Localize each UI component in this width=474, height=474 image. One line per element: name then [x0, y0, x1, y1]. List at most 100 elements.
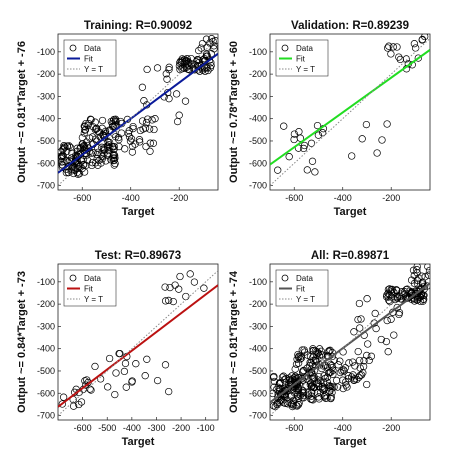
data-point [165, 387, 173, 396]
y-axis-label: Output ~= 0.81*Target + -76 [16, 41, 28, 183]
data-point [358, 135, 366, 143]
data-point [300, 141, 309, 150]
data-point [89, 149, 97, 157]
data-point [413, 269, 421, 277]
data-point [371, 309, 379, 318]
data-point [356, 364, 364, 372]
data-point [407, 276, 416, 284]
data-point [166, 283, 174, 292]
legend-label: Fit [84, 285, 94, 294]
data-point [299, 386, 307, 395]
y-tick-label: -200 [37, 69, 55, 79]
legend-label: Y = T [84, 295, 103, 304]
x-tick-label: -600 [285, 193, 303, 203]
data-point [326, 346, 334, 354]
legend-marker [281, 274, 289, 282]
data-point [127, 135, 136, 143]
data-point [140, 97, 148, 105]
data-point [418, 35, 427, 44]
data-point [279, 372, 288, 380]
data-point [150, 125, 158, 134]
data-point [202, 50, 211, 58]
data-point [408, 288, 416, 296]
data-point [303, 364, 311, 372]
data-point [292, 360, 301, 368]
data-point [81, 126, 90, 134]
data-point [197, 44, 205, 52]
y-tick-label: -200 [249, 69, 267, 79]
data-point [125, 133, 134, 141]
data-point [172, 90, 181, 98]
data-point [323, 394, 331, 402]
data-point [184, 58, 192, 66]
data-point [355, 356, 364, 365]
data-point [384, 348, 392, 356]
x-axis-label: Target [122, 206, 155, 218]
legend-marker [69, 274, 77, 282]
data-point [201, 67, 209, 75]
data-point [122, 383, 130, 391]
data-point [326, 385, 335, 393]
legend-label: Y = T [296, 65, 315, 74]
data-point [350, 375, 359, 383]
data-point [200, 284, 208, 292]
data-point [329, 370, 337, 378]
legend-label: Y = T [84, 65, 103, 74]
data-point [326, 360, 335, 369]
data-point [383, 316, 391, 325]
chart-title: Training: R=0.90092 [84, 20, 192, 32]
y-tick-label: -300 [249, 91, 267, 101]
data-point [383, 120, 391, 128]
y-tick-label: -500 [37, 136, 55, 146]
data-point [327, 394, 335, 403]
x-tick-label: -500 [98, 423, 116, 433]
data-point [141, 124, 150, 132]
data-point [336, 357, 344, 365]
data-point [348, 152, 356, 160]
data-point [86, 115, 95, 123]
data-point [165, 63, 173, 71]
data-point [181, 57, 189, 66]
legend-label: Data [296, 274, 313, 283]
data-point [373, 149, 381, 157]
data-point [345, 359, 353, 367]
data-point [389, 43, 397, 51]
x-tick-label: -200 [172, 423, 190, 433]
data-point [144, 115, 152, 123]
y-tick-label: -700 [249, 411, 267, 421]
y-tick-label: -500 [37, 366, 55, 376]
data-point [317, 347, 325, 355]
data-point [325, 383, 334, 391]
data-point [94, 144, 102, 152]
data-point [110, 161, 118, 169]
data-point [176, 272, 184, 281]
data-point [80, 129, 88, 137]
legend-label: Fit [296, 285, 306, 294]
data-point [415, 274, 423, 282]
data-point [402, 286, 410, 294]
data-point [350, 328, 358, 336]
data-point [297, 352, 305, 360]
data-point [299, 389, 307, 397]
data-point [298, 393, 306, 402]
data-point [82, 138, 91, 146]
data-point [306, 352, 315, 361]
data-point [195, 46, 203, 55]
data-point [425, 266, 430, 275]
y-tick-label: -100 [249, 277, 267, 287]
data-point [87, 386, 95, 394]
data-point [171, 281, 179, 289]
x-tick-label: -200 [382, 423, 400, 433]
data-point [365, 356, 373, 365]
y-tick-label: -700 [37, 411, 55, 421]
data-point [207, 50, 215, 58]
data-point [316, 389, 325, 397]
data-point [91, 135, 100, 143]
data-point [77, 398, 86, 406]
data-point [307, 368, 315, 376]
data-point [109, 154, 117, 162]
y-tick-label: -300 [249, 321, 267, 331]
data-point [344, 372, 353, 380]
